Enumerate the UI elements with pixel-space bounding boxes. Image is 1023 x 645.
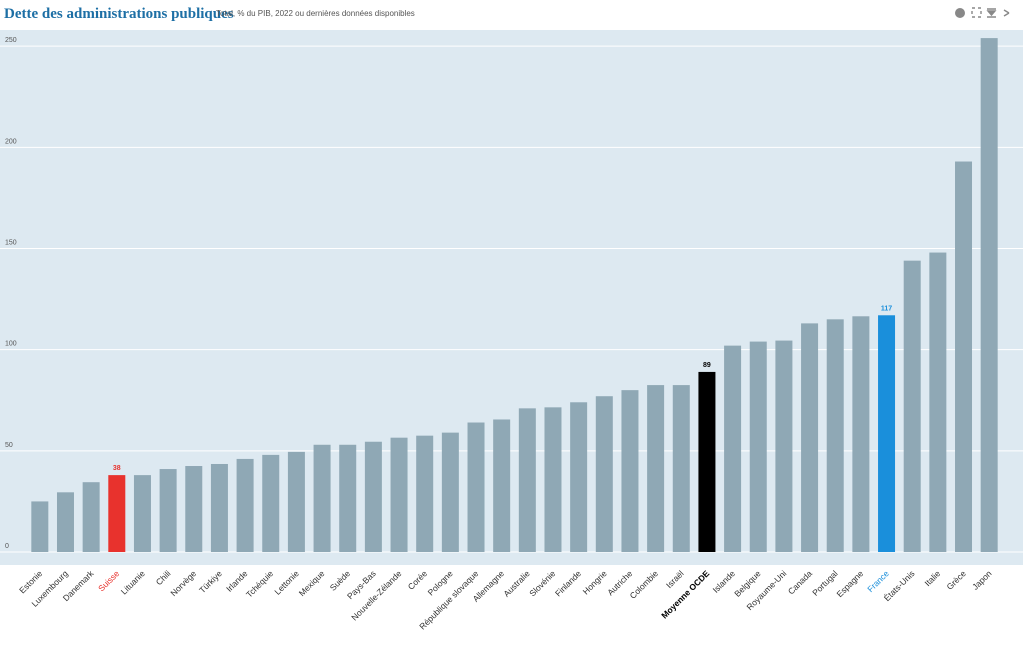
x-tick-label: Finlande xyxy=(553,568,583,598)
download-icon[interactable] xyxy=(986,8,997,18)
bar xyxy=(749,341,767,552)
x-tick-label: Italie xyxy=(922,568,942,588)
bar xyxy=(133,475,151,552)
bar xyxy=(929,252,947,552)
x-tick-label: Corée xyxy=(406,568,430,592)
bar xyxy=(493,419,511,552)
bar xyxy=(775,340,793,552)
x-tick-label: Tchéquie xyxy=(244,568,275,599)
chart-subtitle: Total, % du PIB, 2022 ou dernières donné… xyxy=(216,9,415,18)
fullscreen-icon[interactable] xyxy=(971,7,982,18)
bar xyxy=(82,482,100,552)
x-tick-label: Lettonie xyxy=(272,568,301,597)
x-tick-label: Türkiye xyxy=(197,568,224,595)
x-tick-label: Chili xyxy=(154,568,173,587)
bar xyxy=(878,315,896,552)
bar xyxy=(262,454,280,552)
bar xyxy=(826,319,844,552)
y-tick-label: 200 xyxy=(5,138,17,145)
y-tick-label: 50 xyxy=(5,442,13,449)
x-tick-label: Hongrie xyxy=(581,568,609,596)
bar xyxy=(698,371,716,552)
chart-title: Dette des administrations publiques xyxy=(4,6,234,22)
y-tick-label: 0 xyxy=(5,543,9,550)
bar xyxy=(31,501,49,552)
x-tick-label: Australie xyxy=(501,568,532,599)
bar xyxy=(955,161,973,552)
bar xyxy=(980,38,998,553)
bar xyxy=(236,458,254,552)
plot-background xyxy=(0,30,1023,565)
x-tick-label: Slovénie xyxy=(527,568,557,598)
x-tick-label: Grèce xyxy=(944,568,968,592)
bar xyxy=(56,492,74,552)
bar xyxy=(852,316,870,552)
x-tick-label: Japon xyxy=(970,568,994,592)
bar xyxy=(518,408,536,552)
data-label: 89 xyxy=(703,362,711,369)
x-tick-label: Espagne xyxy=(834,568,865,599)
bar xyxy=(313,444,331,552)
share-icon[interactable] xyxy=(1003,9,1010,17)
bar xyxy=(467,422,485,552)
bar xyxy=(210,463,228,552)
bar xyxy=(339,444,357,552)
x-tick-label: Mexique xyxy=(297,568,327,598)
bar xyxy=(570,402,588,552)
bar xyxy=(441,432,459,552)
bar xyxy=(724,345,742,552)
bar xyxy=(287,451,305,552)
bar xyxy=(903,260,921,552)
y-tick-label: 250 xyxy=(5,37,17,44)
data-label: 117 xyxy=(881,305,892,312)
bar xyxy=(390,437,408,552)
bar xyxy=(595,396,613,552)
x-tick-label: Canada xyxy=(786,568,814,596)
bar xyxy=(159,469,177,552)
x-tick-label: Colombie xyxy=(628,568,661,601)
bar xyxy=(185,466,203,552)
y-tick-label: 150 xyxy=(5,240,17,247)
toolbar xyxy=(955,7,1010,18)
x-tick-label: Moyenne OCDE xyxy=(659,568,711,620)
x-tick-label: Norvège xyxy=(168,568,198,598)
bar xyxy=(364,441,382,552)
bar xyxy=(801,323,819,552)
bar xyxy=(621,390,639,552)
bar xyxy=(672,385,690,552)
y-tick-label: 100 xyxy=(5,341,17,348)
info-icon[interactable] xyxy=(955,8,965,18)
bar xyxy=(544,407,562,552)
data-label: 38 xyxy=(113,465,121,472)
bar xyxy=(416,435,434,552)
x-tick-label: Israël xyxy=(664,568,686,590)
bar xyxy=(647,385,665,552)
x-tick-label: Lituanie xyxy=(119,568,147,596)
bar xyxy=(108,475,126,552)
